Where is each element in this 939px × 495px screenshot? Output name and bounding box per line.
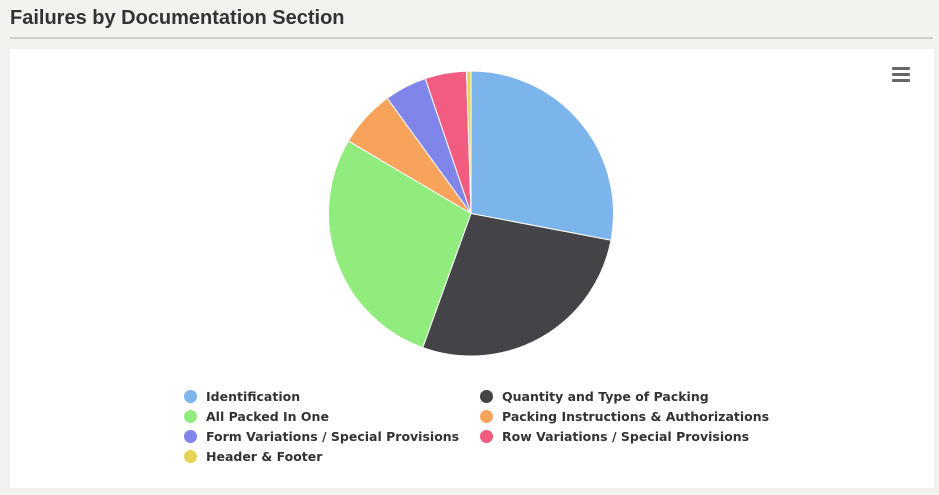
legend-item-5[interactable]: Row Variations / Special Provisions (480, 426, 749, 446)
legend-item-1[interactable]: Quantity and Type of Packing (480, 386, 709, 406)
legend-marker (184, 389, 197, 403)
legend-label: All Packed In One (206, 408, 329, 424)
pie-slice-6[interactable] (466, 70, 472, 214)
legend-marker (184, 429, 197, 443)
legend-label: Row Variations / Special Provisions (502, 428, 750, 444)
chart-header: Failures by Documentation Section (10, 0, 933, 39)
legend-item-3[interactable]: Packing Instructions & Authorizations (480, 406, 769, 426)
legend-item-0[interactable]: Identification (184, 386, 300, 406)
legend-marker (184, 409, 197, 423)
legend-marker (184, 449, 197, 463)
hamburger-menu-icon[interactable] (890, 64, 914, 86)
pie-slice-0[interactable] (470, 70, 614, 241)
legend-label: Identification (206, 388, 301, 404)
pie-slice-1[interactable] (422, 213, 612, 357)
legend-label: Header & Footer (206, 448, 323, 464)
legend-item-2[interactable]: All Packed In One (184, 406, 329, 426)
legend-label: Packing Instructions & Authorizations (502, 408, 770, 424)
legend-item-4[interactable]: Form Variations / Special Provisions (184, 426, 459, 446)
legend-marker (480, 409, 493, 423)
legend-label: Form Variations / Special Provisions (206, 428, 460, 444)
legend-marker (480, 389, 493, 403)
chart-title: Failures by Documentation Section (10, 7, 345, 29)
chart-legend: Identification Quantity and Type of Packi… (184, 386, 784, 466)
legend-item-6[interactable]: Header & Footer (184, 446, 322, 466)
legend-label: Quantity and Type of Packing (502, 388, 709, 404)
legend-marker (480, 429, 493, 443)
